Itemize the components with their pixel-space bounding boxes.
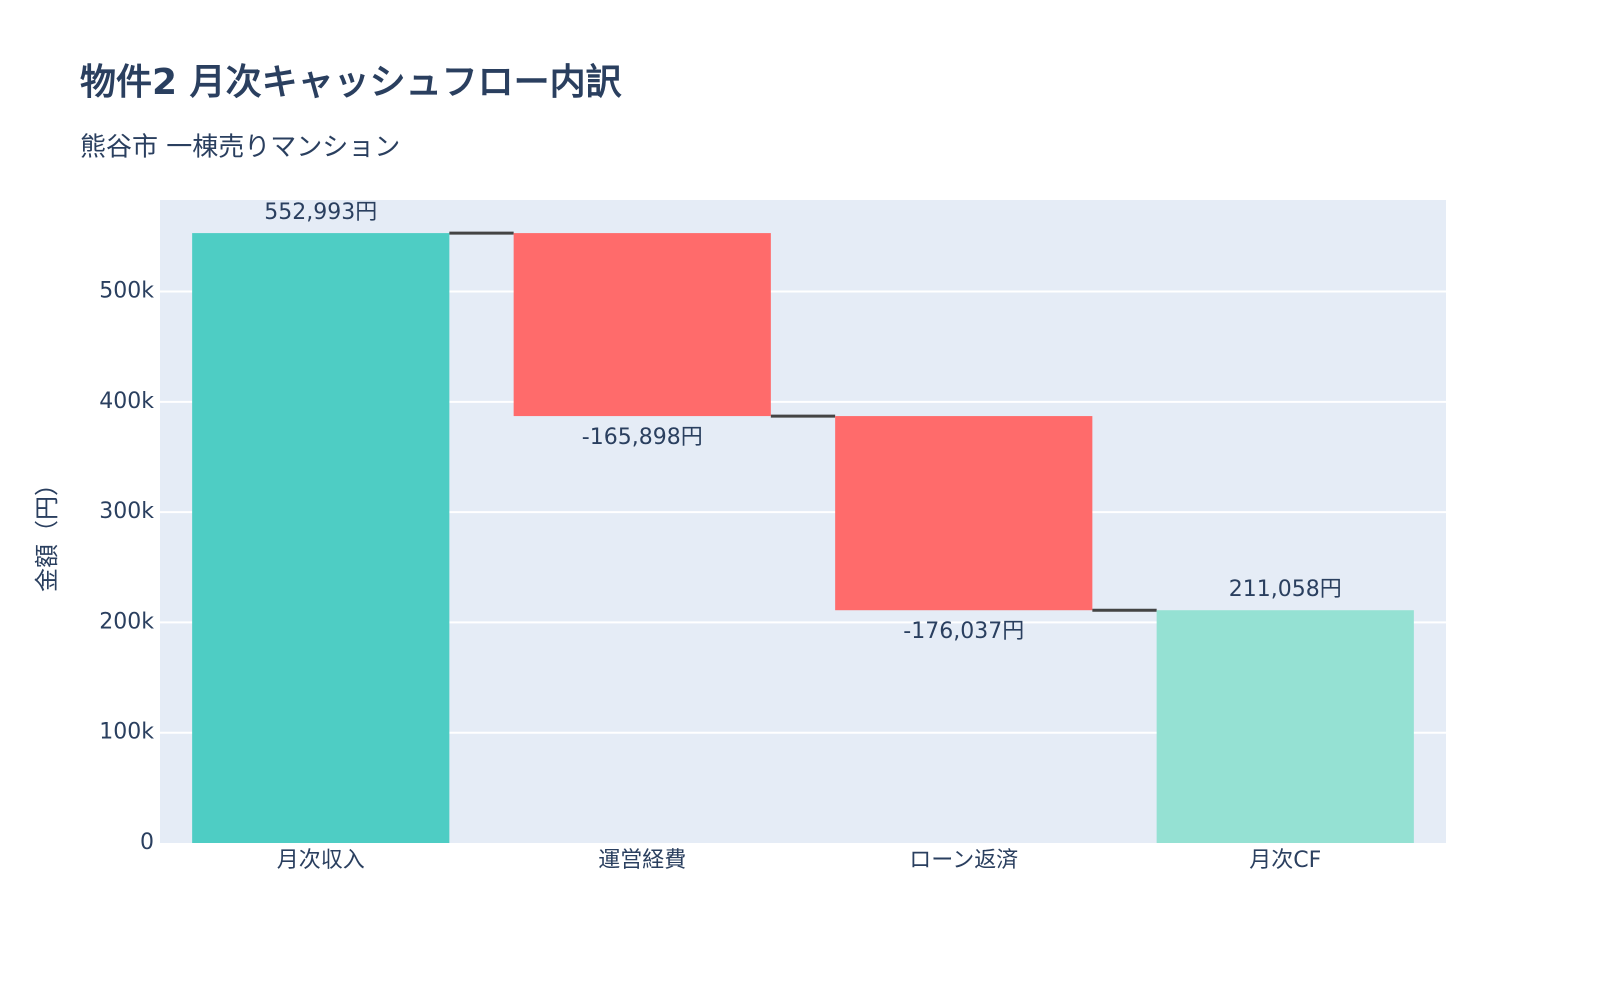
y-tick-label: 200k	[99, 609, 154, 634]
bar	[513, 233, 771, 417]
y-tick-label: 0	[140, 830, 154, 855]
data-label: 552,993円	[264, 200, 377, 225]
data-label: -165,898円	[582, 425, 703, 450]
y-tick-label: 500k	[99, 279, 154, 304]
y-axis-title: 金額（円）	[33, 472, 61, 592]
bar	[1156, 610, 1414, 843]
x-tick-label: ローン返済	[909, 848, 1018, 873]
x-tick-label: 月次CF	[1249, 848, 1321, 873]
y-tick-label: 100k	[99, 720, 154, 745]
x-tick-label: 運営経費	[598, 848, 686, 873]
y-tick-label: 300k	[99, 499, 154, 524]
bar	[192, 233, 450, 843]
chart-title: 物件2 月次キャッシュフロー内訳	[80, 62, 623, 103]
chart-subtitle: 熊谷市 一棟売りマンション	[80, 133, 400, 163]
y-tick-label: 400k	[99, 389, 154, 414]
data-label: 211,058円	[1229, 577, 1342, 602]
data-label: -176,037円	[903, 619, 1024, 644]
bar	[835, 416, 1093, 611]
x-tick-label: 月次収入	[277, 848, 365, 873]
